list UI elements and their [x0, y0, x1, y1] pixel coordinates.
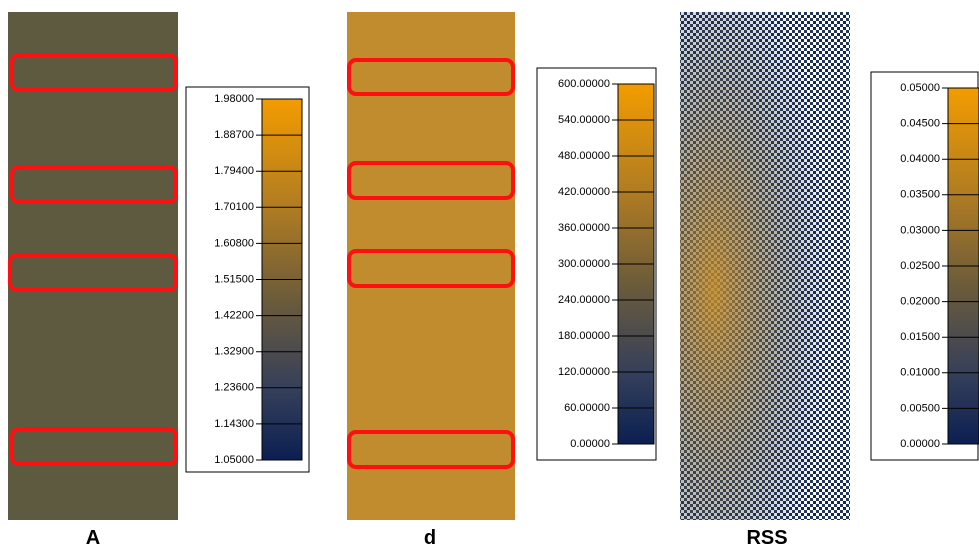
colorbar-tick-label: 0.03000: [900, 224, 940, 236]
colorbar-tick-label: 0.01000: [900, 367, 940, 379]
colorbar-tick-label: 1.79400: [214, 165, 254, 177]
colorbar-tick-label: 0.03500: [900, 189, 940, 201]
colorbar-tick-label: 0.00000: [900, 438, 940, 450]
colorbar-tick-label: 360.00000: [558, 222, 610, 234]
colorbar-tick-label: 0.02500: [900, 260, 940, 272]
colorbar-tick-label: 180.00000: [558, 330, 610, 342]
panel-label: RSS: [746, 527, 787, 548]
colorbar-tick-label: 300.00000: [558, 258, 610, 270]
colorbar-tick-label: 1.32900: [214, 346, 254, 358]
image-d: [347, 12, 515, 520]
image-rss-glow: [680, 12, 850, 520]
colorbar-tick-label: 120.00000: [558, 366, 610, 378]
colorbar-tick-label: 600.00000: [558, 78, 610, 90]
highlight-boxes: [8, 53, 515, 469]
panel-label: d: [424, 527, 436, 548]
colorbar-tick-label: 1.51500: [214, 273, 254, 285]
colorbar-tick-label: 1.14300: [214, 418, 254, 430]
colorbar-tick-label: 0.00500: [900, 402, 940, 414]
image-a: [8, 12, 178, 520]
colorbar-tick-label: 240.00000: [558, 294, 610, 306]
colorbar-tick-label: 1.60800: [214, 237, 254, 249]
colorbar-tick-label: 420.00000: [558, 186, 610, 198]
colorbar-tick-label: 1.23600: [214, 382, 254, 394]
colorbar-tick-label: 0.01500: [900, 331, 940, 343]
panel-label: A: [86, 527, 100, 548]
colorbar-tick-label: 480.00000: [558, 150, 610, 162]
colorbar-tick-label: 1.05000: [214, 454, 254, 466]
colorbar-tick-label: 1.70100: [214, 201, 254, 213]
colorbar-tick-label: 0.04000: [900, 153, 940, 165]
colorbar-tick-label: 1.98000: [214, 93, 254, 105]
colorbar-tick-label: 0.00000: [570, 438, 610, 450]
colorbar-tick-label: 1.42200: [214, 310, 254, 322]
colorbar-tick-label: 540.00000: [558, 114, 610, 126]
colorbar-tick-label: 0.02000: [900, 296, 940, 308]
colorbar-tick-label: 0.05000: [900, 82, 940, 94]
colorbar-tick-label: 1.88700: [214, 129, 254, 141]
colorbar-tick-label: 60.00000: [564, 402, 610, 414]
colorbar-tick-label: 0.04500: [900, 118, 940, 130]
colorbars: 1.98000 1.88700 1.79400 1.70100 1.60800 1.515…: [86, 67, 979, 548]
